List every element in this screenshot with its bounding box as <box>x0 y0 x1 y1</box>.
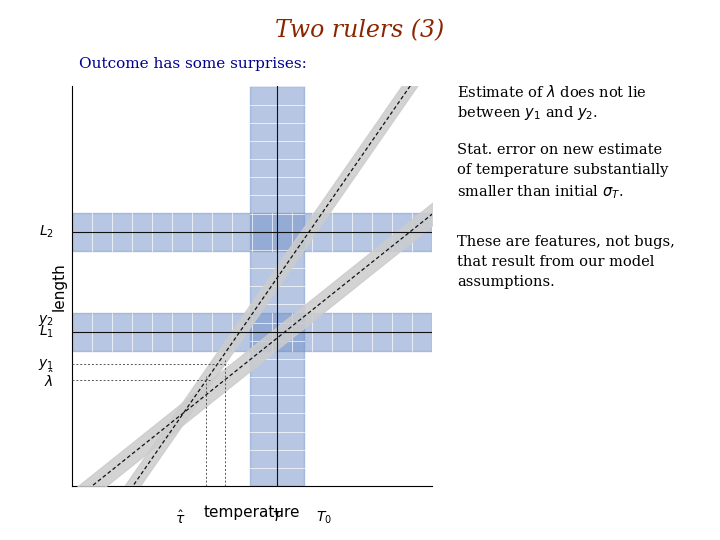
Text: Estimate of $\lambda$ does not lie: Estimate of $\lambda$ does not lie <box>457 84 647 100</box>
Text: $L_2$: $L_2$ <box>39 224 54 240</box>
Y-axis label: length: length <box>51 262 66 310</box>
Text: $y_2$: $y_2$ <box>38 313 54 328</box>
Bar <box>72 313 432 352</box>
Text: $T$: $T$ <box>271 510 283 524</box>
Text: Outcome has some surprises:: Outcome has some surprises: <box>79 57 307 71</box>
Text: that result from our model: that result from our model <box>457 255 654 269</box>
Bar <box>251 86 304 486</box>
X-axis label: temperature: temperature <box>204 505 300 521</box>
Bar <box>72 213 432 252</box>
Text: $y_1$: $y_1$ <box>38 356 54 372</box>
Text: of temperature substantially: of temperature substantially <box>457 163 669 177</box>
Text: Two rulers (3): Two rulers (3) <box>275 19 445 42</box>
Text: These are features, not bugs,: These are features, not bugs, <box>457 235 675 249</box>
Text: Stat. error on new estimate: Stat. error on new estimate <box>457 143 662 157</box>
Text: $L_1$: $L_1$ <box>39 324 54 340</box>
Text: $\hat{\lambda}$: $\hat{\lambda}$ <box>44 370 54 390</box>
Text: $T_0$: $T_0$ <box>316 510 332 526</box>
Text: $\hat{\tau}$: $\hat{\tau}$ <box>175 510 185 527</box>
Text: between $y_1$ and $y_2$.: between $y_1$ and $y_2$. <box>457 104 598 122</box>
Text: assumptions.: assumptions. <box>457 275 555 289</box>
Text: smaller than initial $\sigma_T$.: smaller than initial $\sigma_T$. <box>457 183 624 201</box>
